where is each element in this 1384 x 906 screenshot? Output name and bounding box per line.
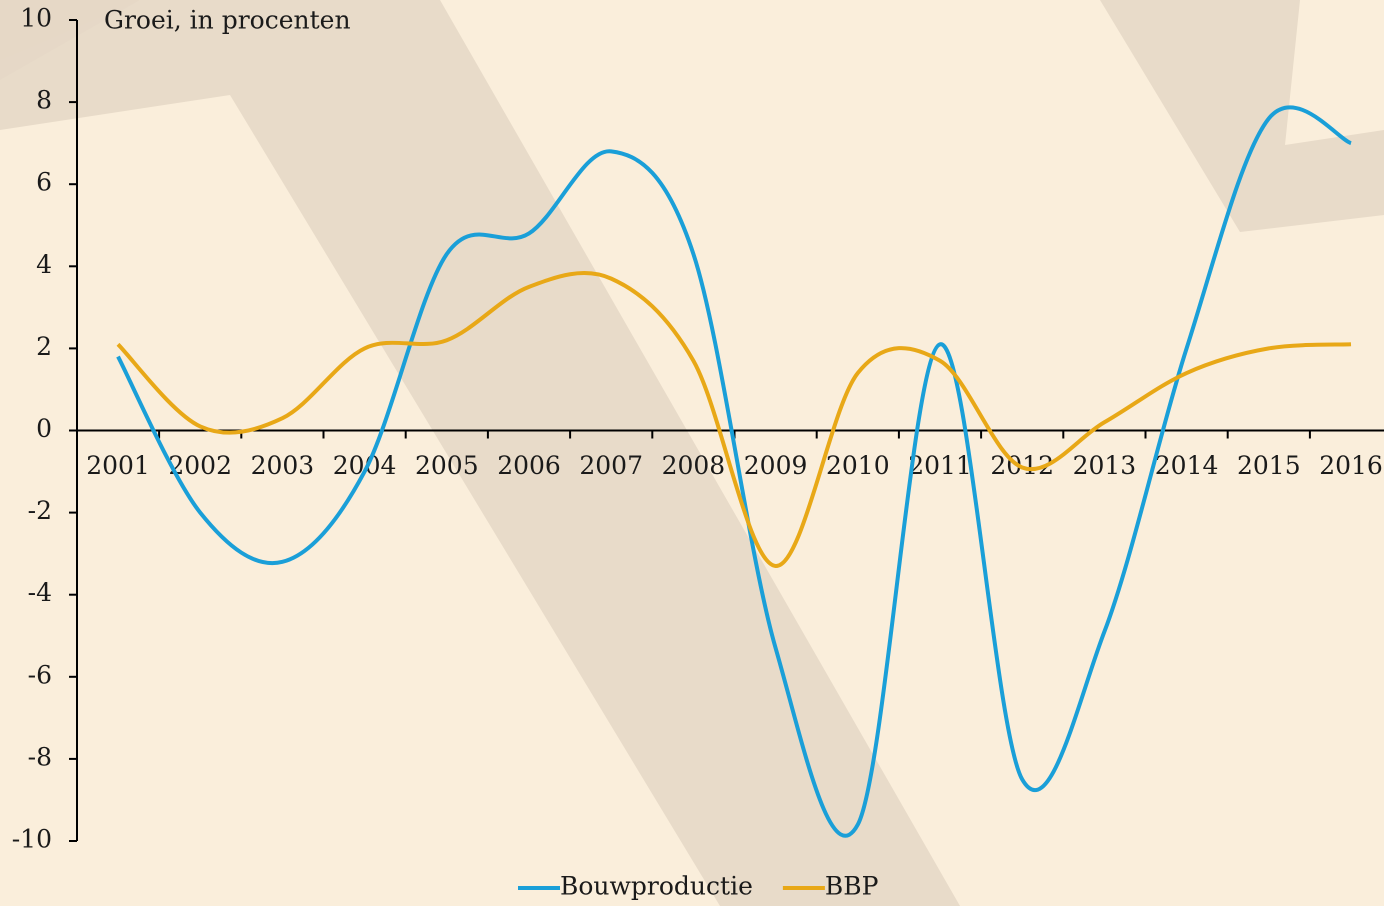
x-tick-label: 2009 [744, 451, 808, 480]
x-tick-label: 2010 [826, 451, 890, 480]
x-tick-label: 2006 [497, 451, 561, 480]
legend-label: BBP [825, 872, 879, 901]
x-tick-label: 2015 [1237, 451, 1301, 480]
y-tick-label: -10 [12, 825, 52, 854]
y-tick-label: -8 [28, 742, 52, 771]
y-tick-label: 8 [36, 86, 52, 115]
x-tick-label: 2011 [908, 451, 972, 480]
axis-title: Groei, in procenten [104, 6, 351, 35]
legend-label: Bouwproductie [560, 872, 753, 901]
x-tick-label: 2014 [1155, 451, 1219, 480]
y-tick-label: 6 [36, 168, 52, 197]
chart: Groei, in procenten -10 -8 -6 -4 -2 0 2 4 6 8 10 20… [0, 0, 1384, 906]
x-tick-label: 2005 [415, 451, 479, 480]
x-tick-label: 2001 [86, 451, 150, 480]
y-tick-label: 4 [36, 250, 52, 279]
y-tick-label: -4 [28, 578, 52, 607]
x-tick-label: 2008 [662, 451, 726, 480]
x-tick-label: 2003 [251, 451, 315, 480]
x-tick-label: 2016 [1319, 451, 1383, 480]
y-tick-label: 0 [36, 414, 52, 443]
y-tick-label: -6 [28, 660, 52, 689]
y-tick-label: 2 [36, 332, 52, 361]
y-tick-label: 10 [20, 4, 52, 33]
x-tick-label: 2013 [1073, 451, 1137, 480]
x-tick-label: 2007 [579, 451, 643, 480]
y-tick-label: -2 [28, 496, 52, 525]
